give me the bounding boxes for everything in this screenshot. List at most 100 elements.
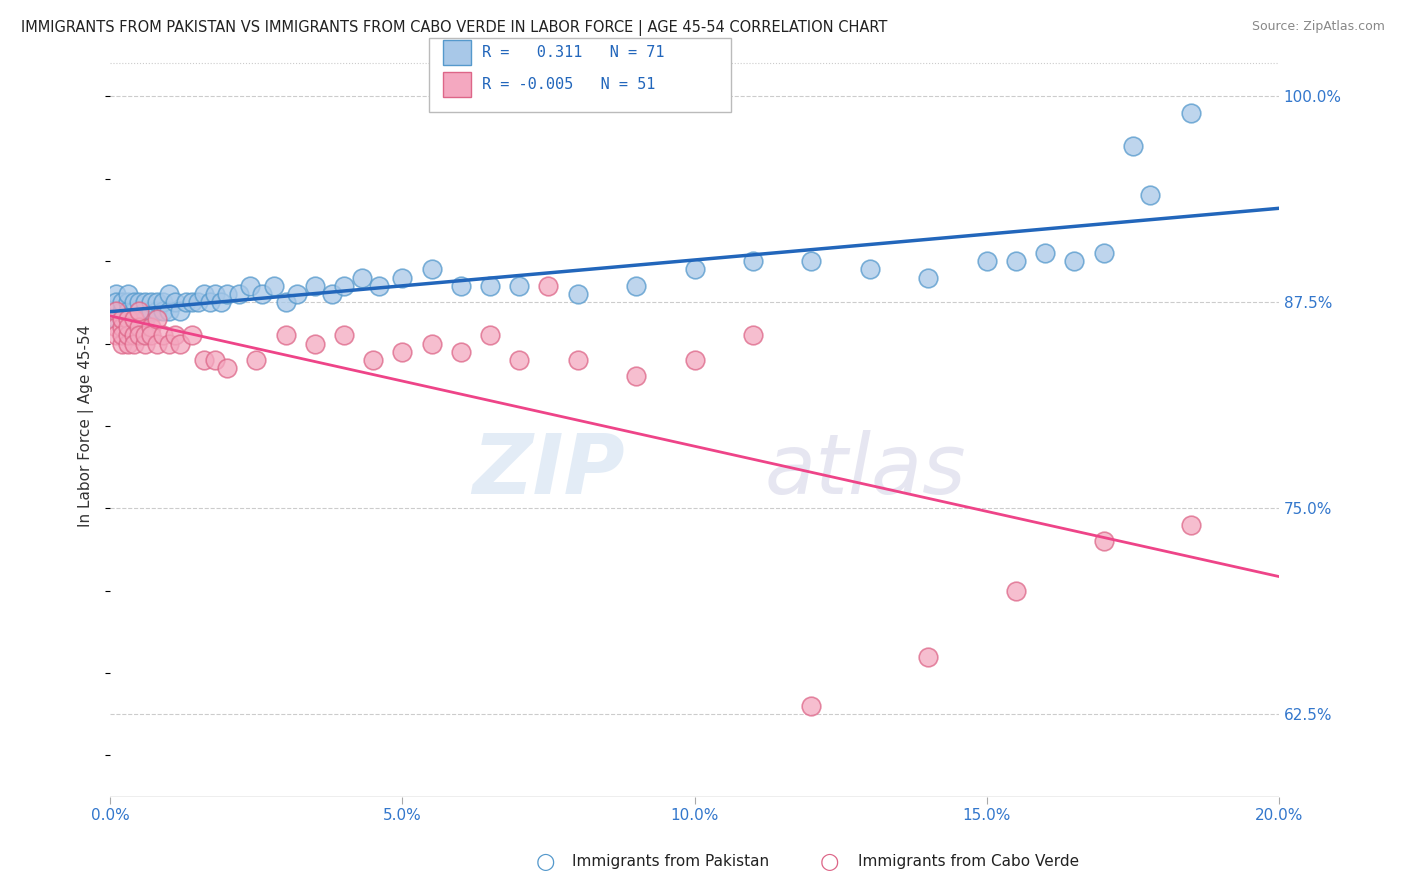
Point (450, 278, 472, 293)
Point (152, 303, 174, 318)
Point (479, 278, 502, 293)
Point (146, 336, 169, 351)
Text: IMMIGRANTS FROM PAKISTAN VS IMMIGRANTS FROM CABO VERDE IN LABOR FORCE | AGE 45-5: IMMIGRANTS FROM PAKISTAN VS IMMIGRANTS F… (21, 20, 887, 36)
Point (128, 303, 150, 318)
Point (274, 295, 297, 310)
Point (1005, 254, 1028, 268)
Point (567, 353, 589, 368)
Point (163, 295, 186, 310)
Point (193, 353, 215, 368)
Point (976, 254, 998, 268)
Point (285, 287, 308, 301)
Point (508, 278, 530, 293)
Point (304, 336, 326, 351)
Point (141, 320, 163, 334)
Text: ZIP: ZIP (472, 430, 624, 511)
Point (111, 303, 134, 318)
Point (800, 699, 823, 714)
Point (169, 303, 191, 318)
Point (134, 311, 156, 326)
Point (122, 311, 145, 326)
Point (122, 328, 145, 343)
Text: Immigrants from Pakistan: Immigrants from Pakistan (572, 855, 769, 869)
Point (181, 328, 204, 343)
Point (333, 278, 356, 293)
Point (1092, 534, 1115, 549)
Point (122, 336, 145, 351)
Point (105, 328, 128, 343)
Point (105, 311, 128, 326)
Point (420, 336, 443, 351)
Point (117, 328, 139, 343)
Point (122, 295, 145, 310)
Point (152, 295, 174, 310)
Point (250, 287, 273, 301)
Point (368, 278, 391, 293)
Point (624, 369, 647, 384)
Point (117, 287, 139, 301)
Point (111, 311, 134, 326)
Point (111, 311, 134, 326)
Point (567, 287, 589, 301)
Point (859, 262, 882, 277)
Point (1033, 246, 1056, 260)
Point (146, 295, 169, 310)
Point (128, 320, 150, 334)
Point (141, 328, 163, 343)
Point (117, 336, 139, 351)
Point (105, 303, 128, 318)
Point (111, 295, 134, 310)
Point (122, 311, 145, 326)
Point (742, 254, 765, 268)
Point (1092, 246, 1115, 260)
Point (479, 328, 502, 343)
Point (198, 295, 221, 310)
Point (134, 336, 156, 351)
Point (800, 254, 823, 268)
Point (157, 287, 180, 301)
Point (245, 353, 267, 368)
Point (350, 270, 373, 285)
Point (217, 287, 239, 301)
Point (263, 278, 285, 293)
Point (117, 295, 139, 310)
Point (134, 295, 156, 310)
Point (105, 295, 128, 310)
Point (174, 295, 197, 310)
Point (111, 328, 134, 343)
Point (217, 361, 239, 376)
Point (111, 320, 134, 334)
Point (624, 278, 647, 293)
Point (917, 270, 939, 285)
Point (141, 295, 163, 310)
Point (239, 278, 262, 293)
Point (128, 295, 150, 310)
Point (742, 328, 765, 343)
Y-axis label: In Labor Force | Age 45-54: In Labor Force | Age 45-54 (79, 325, 94, 527)
Point (134, 328, 156, 343)
Text: ○: ○ (820, 852, 839, 871)
Point (111, 320, 134, 334)
Point (228, 287, 250, 301)
Point (683, 262, 706, 277)
Point (117, 311, 139, 326)
Point (1180, 517, 1202, 532)
Text: atlas: atlas (765, 430, 966, 511)
Point (450, 344, 472, 359)
Point (157, 303, 180, 318)
Point (1005, 583, 1028, 598)
Point (1139, 188, 1161, 202)
Point (304, 278, 326, 293)
Point (181, 295, 204, 310)
Point (917, 649, 939, 664)
Point (105, 287, 128, 301)
Text: Source: ZipAtlas.com: Source: ZipAtlas.com (1251, 20, 1385, 33)
Point (187, 295, 209, 310)
Point (361, 353, 384, 368)
Text: Immigrants from Cabo Verde: Immigrants from Cabo Verde (858, 855, 1078, 869)
Point (163, 328, 186, 343)
Point (117, 320, 139, 334)
Point (508, 353, 530, 368)
Point (122, 303, 145, 318)
Text: R =   0.311   N = 71: R = 0.311 N = 71 (482, 45, 665, 60)
